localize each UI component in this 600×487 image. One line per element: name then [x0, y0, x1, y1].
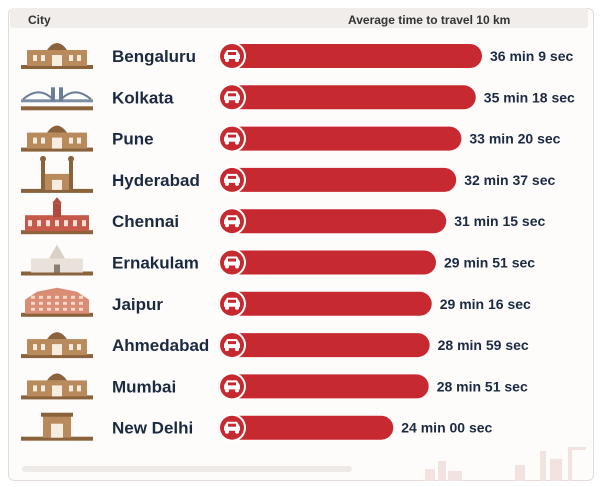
- church-icon: [21, 244, 93, 276]
- station-icon: [21, 197, 93, 235]
- value-label: 35 min 18 sec: [484, 89, 575, 105]
- bar: [218, 85, 476, 110]
- bar: [218, 291, 432, 316]
- time-column-header: Average time to travel 10 km: [348, 13, 511, 27]
- city-column-header: City: [28, 13, 51, 27]
- header-bar: [10, 8, 588, 28]
- city-label: Jaipur: [112, 295, 163, 314]
- car-icon: [218, 248, 246, 277]
- value-label: 33 min 20 sec: [469, 131, 560, 147]
- palace-icon: [21, 43, 93, 69]
- value-label: 29 min 51 sec: [444, 255, 535, 271]
- chart-row: Ahmedabad 28 min 59 sec: [21, 331, 529, 360]
- bar: [218, 167, 457, 192]
- fort-gate-icon: [21, 125, 93, 152]
- car-icon: [218, 207, 246, 236]
- city-label: Chennai: [112, 212, 179, 231]
- city-label: New Delhi: [112, 419, 193, 438]
- car-icon: [218, 331, 246, 360]
- value-label: 36 min 9 sec: [490, 48, 573, 64]
- value-label: 32 min 37 sec: [464, 172, 555, 188]
- city-label: Pune: [112, 130, 154, 149]
- car-icon: [218, 289, 246, 318]
- gate-icon: [21, 332, 93, 359]
- value-label: 29 min 16 sec: [440, 296, 531, 312]
- skyline-decoration: [425, 447, 586, 481]
- chart-row: Jaipur 29 min 16 sec: [21, 287, 531, 318]
- city-label: Mumbai: [112, 377, 176, 396]
- india-gate-icon: [21, 412, 93, 441]
- chart-row: Mumbai 28 min 51 sec: [21, 372, 528, 401]
- value-label: 24 min 00 sec: [401, 420, 492, 436]
- car-icon: [218, 42, 246, 70]
- city-label: Ernakulam: [112, 254, 199, 273]
- bar: [218, 209, 447, 234]
- gateway-icon: [21, 373, 93, 400]
- chart-row: Pune 33 min 20 sec: [21, 124, 561, 153]
- chart-row: Chennai 31 min 15 sec: [21, 197, 545, 236]
- chart-row: Hyderabad 32 min 37 sec: [21, 155, 555, 194]
- bar: [218, 44, 482, 68]
- city-label: Kolkata: [112, 88, 174, 107]
- chart-row: New Delhi 24 min 00 sec: [21, 412, 493, 442]
- bottom-strip: [22, 466, 352, 472]
- value-label: 28 min 51 sec: [437, 378, 528, 394]
- chart-row: Ernakulam 29 min 51 sec: [21, 244, 535, 277]
- car-icon: [218, 165, 246, 194]
- car-icon: [218, 413, 246, 442]
- value-label: 28 min 59 sec: [438, 337, 529, 353]
- city-label: Ahmedabad: [112, 336, 209, 355]
- bar: [218, 374, 429, 399]
- bar: [218, 250, 436, 275]
- city-label: Bengaluru: [112, 47, 196, 66]
- car-icon: [218, 372, 246, 401]
- bridge-icon: [21, 87, 93, 111]
- hawa-mahal-icon: [21, 287, 93, 317]
- bar: [218, 415, 394, 440]
- car-icon: [218, 124, 246, 153]
- charminar-icon: [21, 155, 93, 193]
- city-label: Hyderabad: [112, 171, 200, 190]
- chart-row: Kolkata 35 min 18 sec: [21, 83, 575, 112]
- bar: [218, 126, 462, 151]
- car-icon: [218, 83, 246, 112]
- chart-row: Bengaluru 36 min 9 sec: [21, 42, 573, 70]
- value-label: 31 min 15 sec: [454, 213, 545, 229]
- bar: [218, 333, 430, 358]
